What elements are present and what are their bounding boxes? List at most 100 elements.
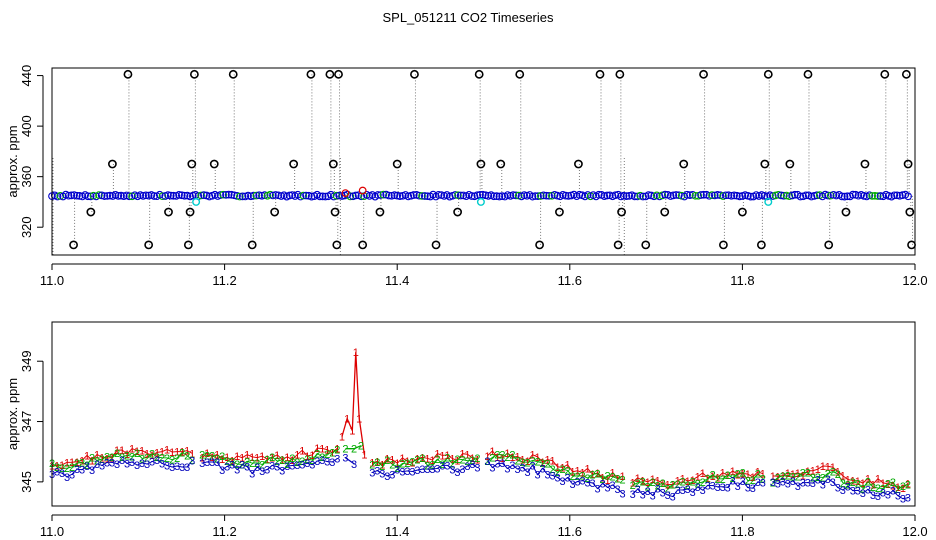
series-2-label: 2 [444,452,450,464]
series-3-label: 3 [755,477,761,489]
series-2-label: 2 [94,455,100,467]
baseline-point [697,191,705,199]
series-1-label: 1 [780,471,786,483]
series-3-label: 3 [655,484,661,496]
series-2-label: 2 [569,471,575,483]
series-3-label: 3 [299,460,305,472]
baseline-point [393,191,402,200]
bottom-x-tick-label: 11.8 [730,524,754,539]
series-2-label: 2 [414,455,420,467]
series-1-label: 1 [810,466,816,478]
baseline-point [603,191,611,200]
series-2-label: 2 [900,481,906,493]
series-1-label: 1 [454,455,460,467]
series-1-label: 1 [519,454,525,466]
outlier-point [785,159,795,169]
baseline-point [746,192,755,201]
series-1-label: 1 [279,455,285,467]
outlier-point [392,159,402,169]
baseline-point [495,192,504,201]
series-3-label: 3 [149,457,155,469]
baseline-point [691,191,700,200]
series-2-line [372,456,478,469]
series-1-label: 1 [289,455,295,467]
series-2-label: 2 [770,477,776,489]
series-1-label: 1 [725,470,731,482]
series-2-line [202,449,338,466]
spike-series-1-label: 1 [361,450,367,462]
series-2-label: 2 [650,477,656,489]
series-1-label: 1 [129,444,135,456]
series-2-label: 2 [169,455,175,467]
series-3-label: 3 [334,454,340,466]
series-2-label: 2 [534,457,540,469]
series-2-label: 2 [74,458,80,470]
series-1-line [632,470,763,486]
series-3-label: 3 [174,461,180,473]
series-2-label: 2 [760,474,766,486]
baseline-point [177,191,186,200]
baseline-point [760,192,769,200]
series-2-label: 2 [154,452,160,464]
series-3-label: 3 [600,478,606,490]
series-1-line [51,447,193,466]
series-1-label: 1 [489,446,495,458]
series-2-label: 2 [735,468,741,480]
series-3-label: 3 [499,458,505,470]
baseline-point [539,191,548,200]
baseline-point [197,191,205,200]
baseline-point [796,192,805,201]
series-3-label: 3 [539,463,545,475]
series-1-label: 1 [134,446,140,458]
series-1-label: 1 [650,474,656,486]
series-3-label: 3 [885,490,891,502]
series-2-label: 2 [409,457,415,469]
series-2-label: 2 [79,457,85,469]
series-1-label: 1 [189,448,195,460]
series-3-line [772,478,909,500]
series-2-label: 2 [334,445,340,457]
outlier-point [699,69,708,79]
series-3-label: 3 [379,469,385,481]
baseline-point [868,192,877,200]
series-3-label: 3 [54,467,60,479]
series-3-label: 3 [79,465,85,477]
outlier-point [613,240,623,250]
series-2-label: 2 [750,475,756,487]
series-3-label: 3 [89,465,95,477]
series-2-label: 2 [855,478,861,490]
series-3-label: 3 [795,481,801,493]
series-1-label: 1 [164,444,170,456]
series-1-label: 1 [840,471,846,483]
bottom-x-tick-label: 11.6 [558,524,582,539]
top-x-tick-label: 11.2 [212,273,236,288]
baseline-point [777,191,785,200]
series-2-label: 2 [810,473,816,485]
series-2-label: 2 [680,477,686,489]
baseline-point [860,191,868,200]
series-3-label: 3 [710,481,716,493]
series-3-line [51,459,193,478]
series-1-label: 1 [905,478,911,490]
baseline-point [423,192,432,201]
series-3-label: 3 [554,472,560,484]
outlier-point [325,69,335,79]
spike-series-1-label: 1 [344,414,350,426]
outlier-point [903,159,913,169]
series-3-label: 3 [424,464,430,476]
series-3-label: 3 [104,457,110,469]
series-3-label: 3 [590,478,596,490]
baseline-point [639,192,647,201]
outlier-point [86,207,96,217]
bottom-y-axis-label: approx. ppm [5,378,20,450]
series-1-label: 1 [429,455,435,467]
red-point [358,186,367,195]
baseline-point [473,191,482,200]
top-x-tick-label: 11.6 [558,273,582,288]
series-1-label: 1 [865,473,871,485]
baseline-point [534,192,542,200]
series-1-label: 1 [234,451,240,463]
baseline-point [103,192,112,200]
baseline-point [622,192,631,200]
series-3-label: 3 [650,490,656,502]
